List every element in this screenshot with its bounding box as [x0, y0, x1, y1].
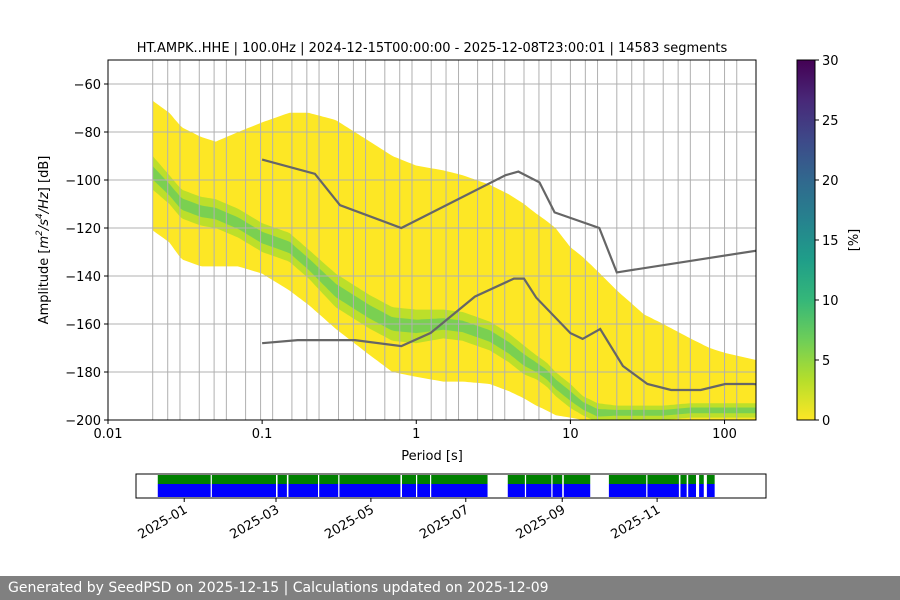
- processed-segment: [706, 475, 715, 484]
- data-gap: [430, 475, 432, 497]
- data-segment: [608, 484, 679, 497]
- psd-density-layer: [152, 100, 756, 420]
- chart-title: HT.AMPK..HHE | 100.0Hz | 2024-12-15T00:0…: [137, 41, 728, 56]
- data-gap: [524, 475, 527, 497]
- processed-segment: [608, 475, 679, 484]
- processed-segment: [680, 475, 687, 484]
- data-segment: [288, 484, 401, 497]
- colorbar-label: [%]: [847, 229, 862, 252]
- colorbar-tick-label: 20: [822, 174, 839, 189]
- availability-strip: 2025-01 2025-03 2025-05 2025-07 2025-09 2025-…: [135, 473, 767, 543]
- date-tick-label: 2025-05: [322, 502, 377, 542]
- colorbar-tick-label: 0: [822, 414, 830, 429]
- colorbar-tick-label: 5: [822, 354, 830, 369]
- availability-frame: [135, 473, 767, 499]
- y-tick-label: −200: [65, 414, 101, 429]
- x-tick-label: 1: [412, 427, 420, 442]
- y-tick-label: −120: [65, 222, 101, 237]
- processed-segment: [277, 475, 287, 484]
- y-axis-label: Amplitude [m2/s4/Hz] [dB]: [35, 156, 52, 325]
- nhnm-curve: [261, 158, 756, 274]
- data-gap: [338, 475, 340, 497]
- data-gap: [551, 475, 553, 497]
- x-axis-label: Period [s]: [401, 449, 463, 464]
- data-segment: [157, 484, 276, 497]
- data-segment: [688, 484, 696, 497]
- data-gap: [646, 475, 648, 497]
- x-tick-label: 0.01: [94, 427, 123, 442]
- y-tick-label: −80: [74, 126, 101, 141]
- colorbar-ticks: 0 5 10 15 20 25 30: [815, 54, 839, 429]
- date-tick-label: 2025-09: [514, 502, 569, 542]
- x-tick-label: 10: [562, 427, 579, 442]
- y-tick-label: −60: [74, 78, 101, 93]
- data-segment: [706, 484, 715, 497]
- data-segment: [402, 484, 488, 497]
- data-gap: [210, 475, 212, 497]
- processed-segment: [402, 475, 488, 484]
- y-axis-ticks: −60 −80 −100 −120 −140 −160 −180 −200: [65, 78, 108, 429]
- colorbar-gradient: [797, 60, 815, 420]
- data-segment: [507, 484, 563, 497]
- processed-segment: [288, 475, 401, 484]
- y-tick-label: −160: [65, 318, 101, 333]
- grid-lines: [108, 60, 756, 420]
- data-segment: [277, 484, 287, 497]
- y-tick-label: −140: [65, 270, 101, 285]
- data-gap: [318, 475, 320, 497]
- x-tick-label: 100: [712, 427, 737, 442]
- processed-segment: [563, 475, 591, 484]
- availability-segments: [157, 475, 715, 497]
- colorbar-tick-label: 30: [822, 54, 839, 69]
- colorbar-tick-label: 25: [822, 114, 839, 129]
- data-segment: [680, 484, 687, 497]
- y-tick-label: −180: [65, 366, 101, 381]
- data-gap: [416, 475, 418, 497]
- footer-bar: Generated by SeedPSD on 2025-12-15 | Cal…: [0, 576, 900, 600]
- density-envelope: [152, 100, 756, 420]
- plot-area: 0.01 0.1 1 10 100 −60 −80 −100 −120 −140 −160 −180…: [65, 59, 757, 442]
- data-segment: [563, 484, 591, 497]
- date-tick-label: 2025-07: [417, 502, 472, 542]
- x-axis-ticks: 0.01 0.1 1 10 100: [94, 420, 737, 442]
- x-tick-label: 0.1: [252, 427, 273, 442]
- processed-segment: [507, 475, 563, 484]
- processed-segment: [688, 475, 696, 484]
- date-tick-label: 2025-11: [609, 502, 664, 542]
- date-tick-label: 2025-03: [227, 502, 282, 542]
- nlnm-curve: [262, 277, 756, 392]
- date-tick-label: 2025-01: [136, 502, 191, 542]
- y-tick-label: −100: [65, 174, 101, 189]
- processed-segment: [699, 475, 704, 484]
- colorbar-tick-label: 10: [822, 294, 839, 309]
- noise-model-layer: [261, 158, 756, 392]
- colorbar-tick-label: 15: [822, 234, 839, 249]
- data-segment: [699, 484, 704, 497]
- plot-frame: [107, 59, 757, 421]
- colorbar: 0 5 10 15 20 25 30 [%]: [796, 54, 862, 429]
- processed-segment: [157, 475, 276, 484]
- availability-date-ticks: 2025-01 2025-03 2025-05 2025-07 2025-09 2025-…: [136, 498, 663, 543]
- footer-text: Generated by SeedPSD on 2025-12-15 | Cal…: [8, 580, 549, 596]
